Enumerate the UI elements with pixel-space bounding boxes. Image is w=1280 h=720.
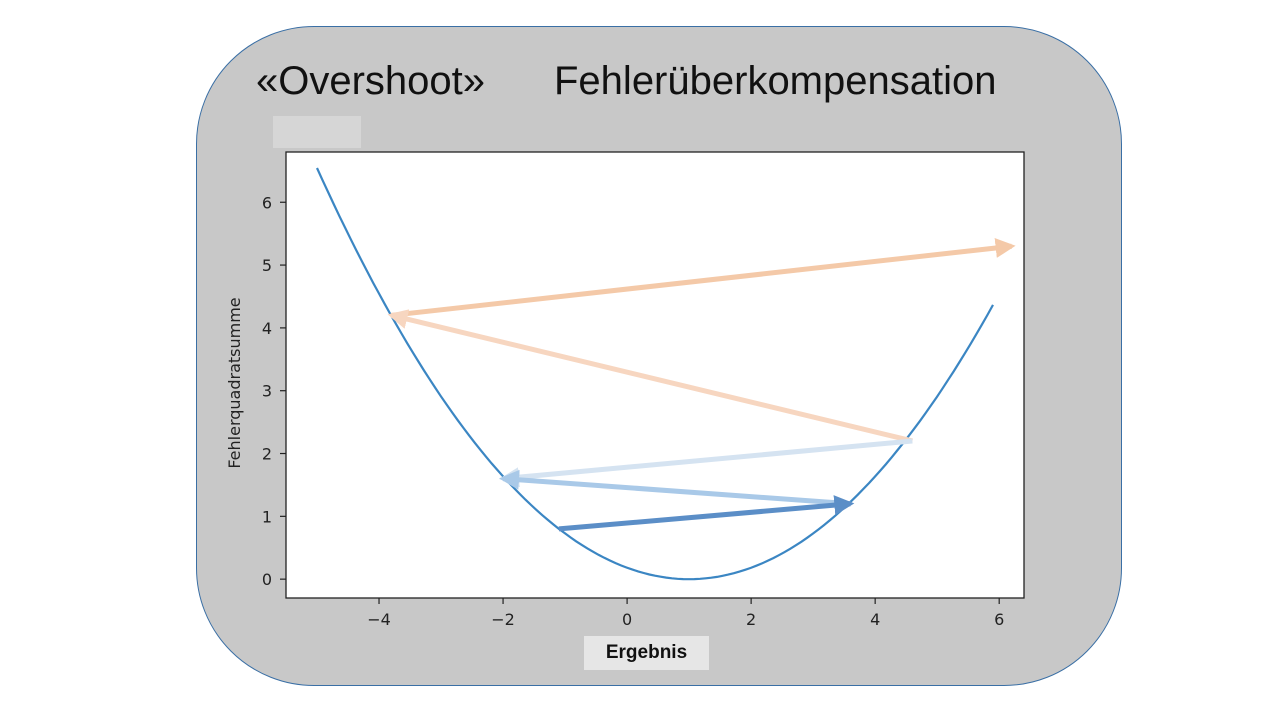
x-tick-label: 6 [994,610,1004,629]
x-axis-label-box: Ergebnis [584,636,709,670]
x-tick-label: 0 [622,610,632,629]
y-tick-label: 1 [262,507,272,526]
y-tick-label: 5 [262,256,272,275]
plot-area [285,151,1025,599]
y-tick-label: 0 [262,570,272,589]
y-axis-ticks: 0 1 2 3 4 5 6 [262,193,286,589]
y-tick-label: 3 [262,382,272,401]
x-tick-label: 2 [746,610,756,629]
x-tick-label: −2 [491,610,515,629]
x-axis-ticks: −4 −2 0 2 4 6 [367,598,1004,629]
error-curve-line [315,167,994,581]
y-tick-label: 6 [262,193,272,212]
y-tick-label: 4 [262,319,272,338]
x-tick-label: −4 [367,610,391,629]
step-arrow [387,309,913,444]
step-arrow [499,469,851,507]
y-tick-label: 2 [262,445,272,464]
y-axis-label: Fehlerquadratsumme [225,297,244,468]
slide-title-fehlerueberkompensation: Fehlerüberkompensation [554,59,997,103]
label-placeholder-box [273,116,361,148]
x-tick-label: 4 [870,610,880,629]
x-axis-label: Ergebnis [605,642,688,663]
step-arrow [558,495,855,532]
slide-title-overshoot: «Overshoot» [256,59,486,103]
step-arrow [499,438,913,488]
step-arrow [391,238,1016,318]
step-arrows [387,238,1016,532]
